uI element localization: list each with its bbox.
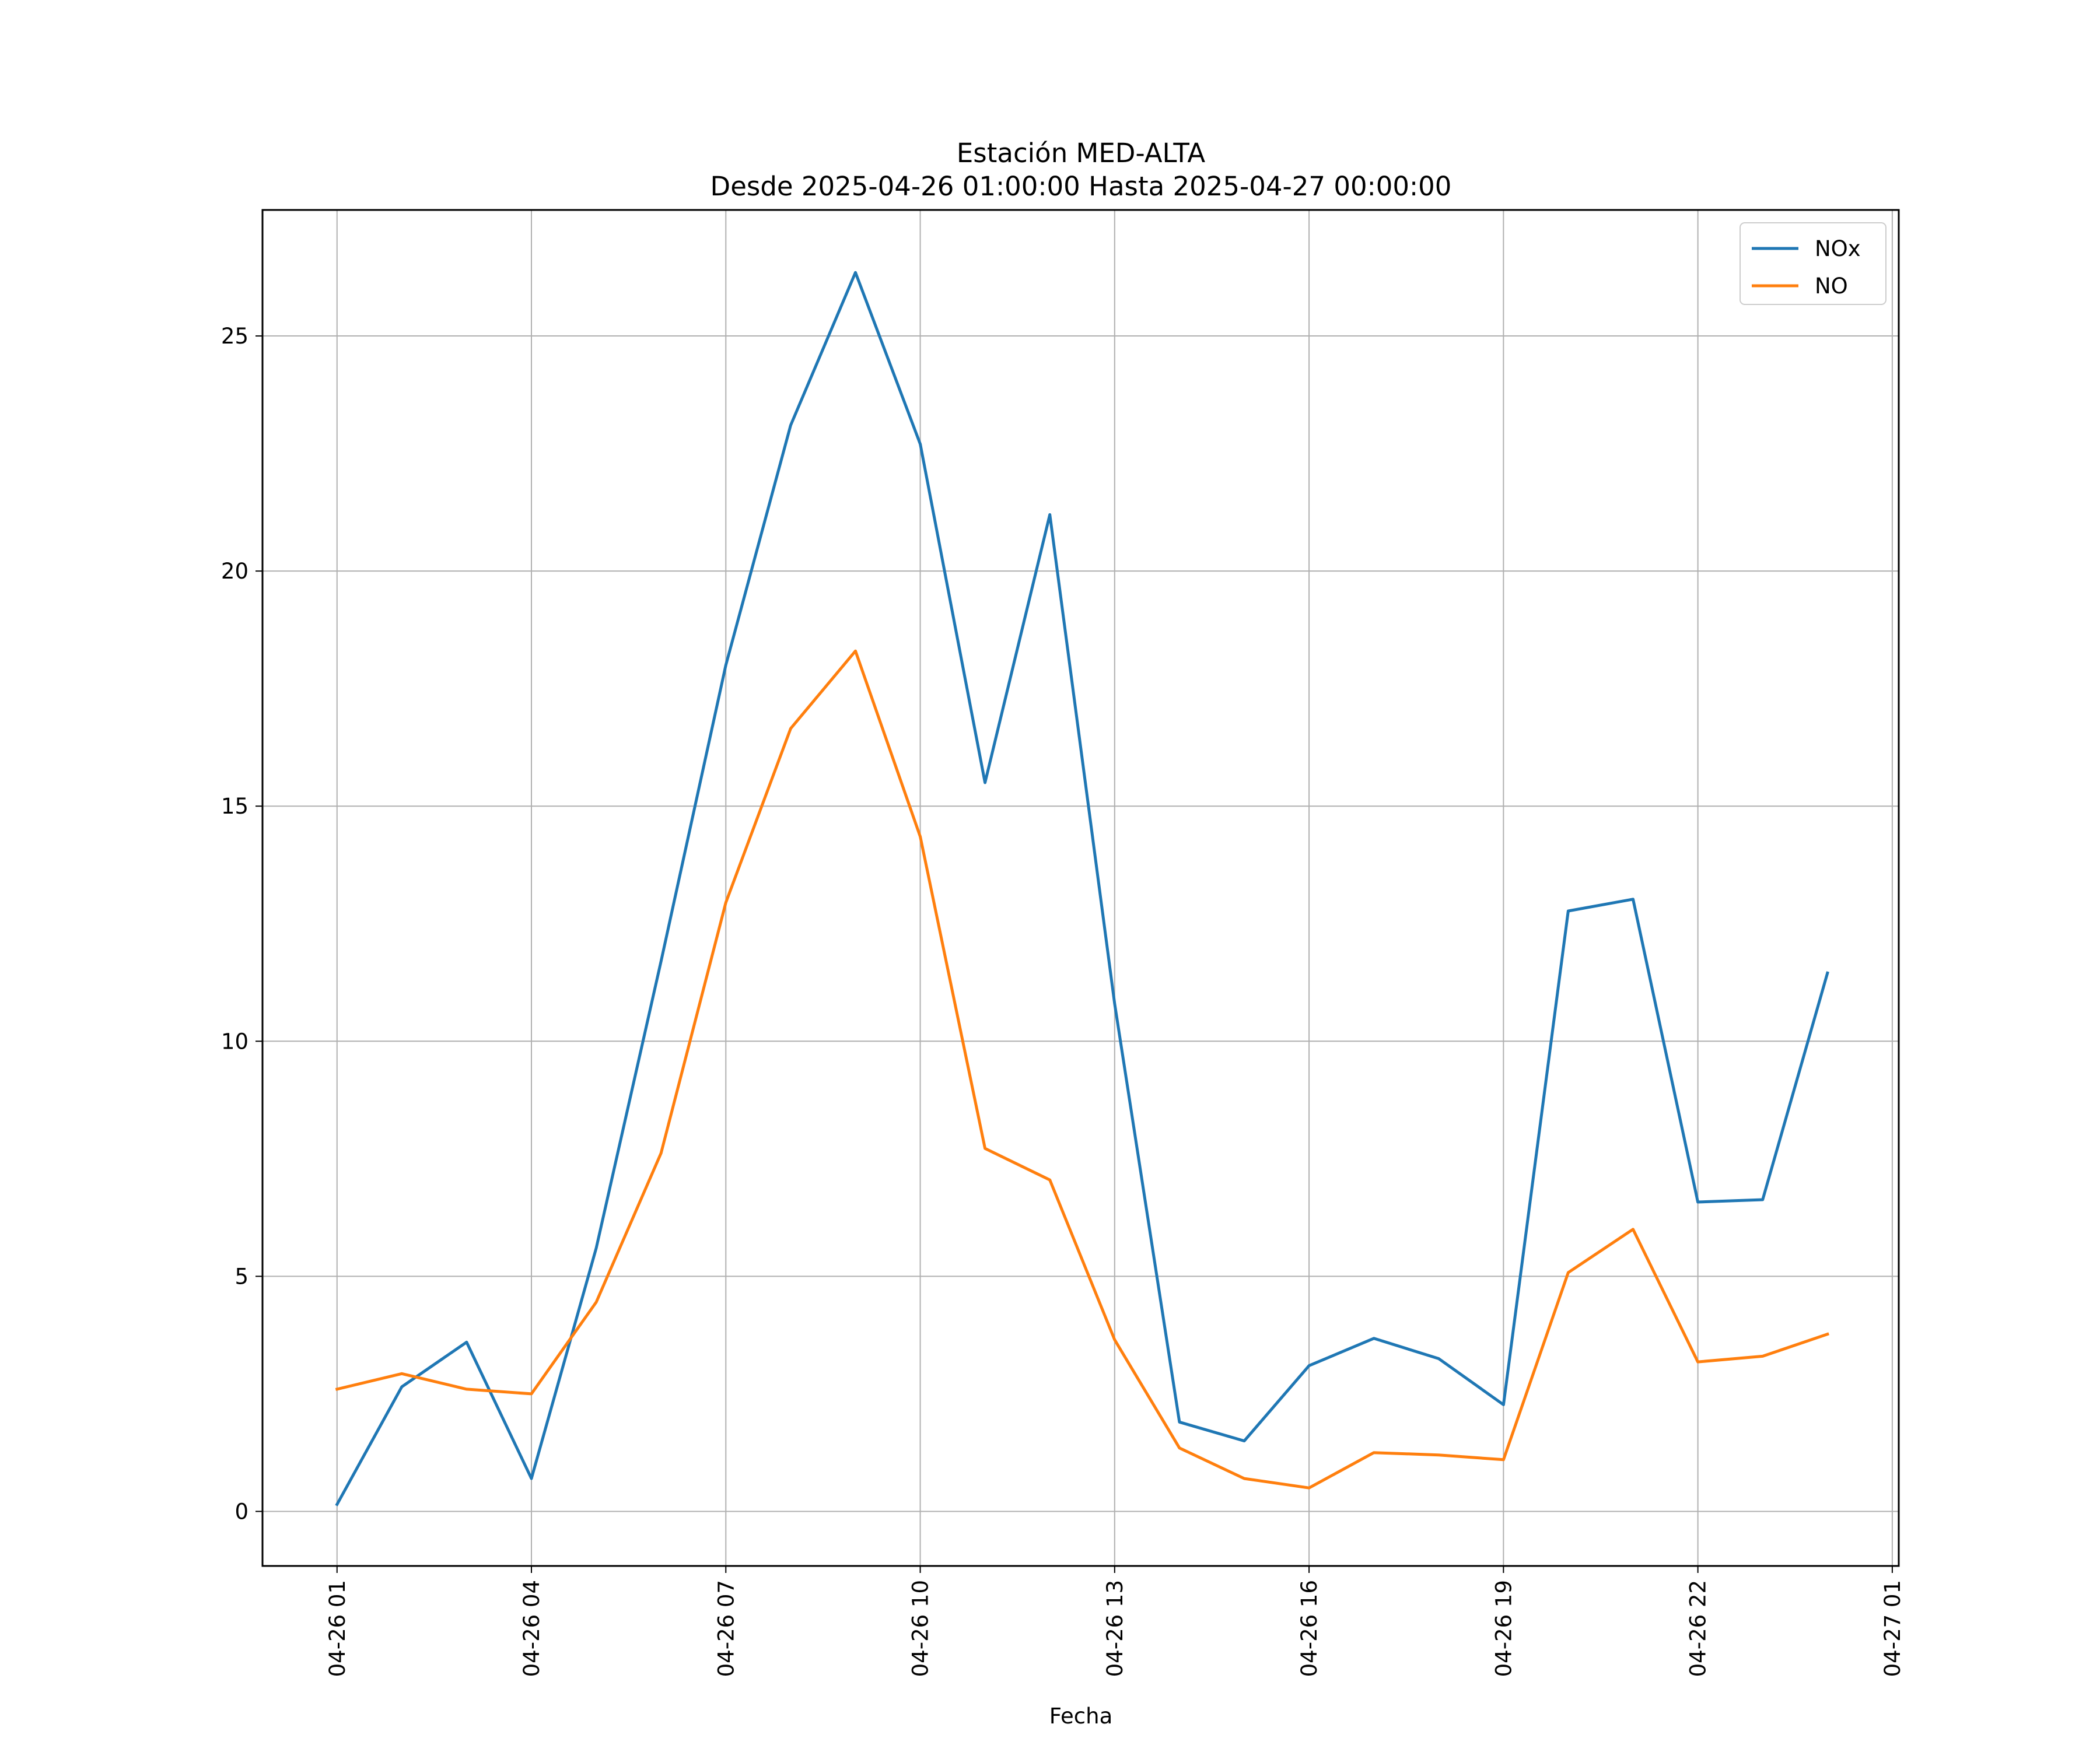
- y-tick-label: 15: [221, 794, 249, 819]
- x-tick-label: 04-26 13: [1102, 1580, 1128, 1677]
- y-tick-label: 0: [235, 1499, 249, 1524]
- x-tick-label: 04-27 01: [1880, 1580, 1905, 1677]
- series-line-nox: [335, 271, 1829, 1506]
- x-tick-label: 04-26 07: [713, 1580, 738, 1677]
- x-axis-label: Fecha: [1049, 1704, 1113, 1729]
- legend-box: [1740, 222, 1887, 305]
- x-tick-label: 04-26 19: [1491, 1580, 1516, 1677]
- series-lines: [335, 271, 1829, 1506]
- legend: NOx NO: [1740, 222, 1887, 305]
- y-tick-label: 25: [221, 324, 249, 349]
- grid-lines: [262, 210, 1899, 1566]
- x-tick-label: 04-26 16: [1297, 1580, 1322, 1677]
- x-tick-label: 04-26 01: [325, 1580, 350, 1677]
- chart-title: Estación MED-ALTA: [957, 138, 1206, 169]
- legend-label: NOx: [1815, 236, 1861, 261]
- legend-label: NO: [1815, 274, 1848, 299]
- axis-ticks: 04-26 01 04-26 04 04-26 07 04-26 10 04-26 13…: [221, 324, 1905, 1677]
- chart-subtitle: Desde 2025-04-26 01:00:00 Hasta 2025-04-…: [710, 171, 1452, 202]
- y-tick-label: 5: [235, 1264, 249, 1289]
- x-tick-label: 04-26 10: [908, 1580, 933, 1677]
- x-tick-label: 04-26 04: [519, 1580, 544, 1677]
- plot-area: [261, 209, 1900, 1567]
- y-tick-label: 10: [221, 1029, 249, 1054]
- y-tick-label: 20: [221, 559, 249, 584]
- series-line-no: [335, 649, 1829, 1490]
- x-tick-label: 04-26 22: [1686, 1580, 1711, 1677]
